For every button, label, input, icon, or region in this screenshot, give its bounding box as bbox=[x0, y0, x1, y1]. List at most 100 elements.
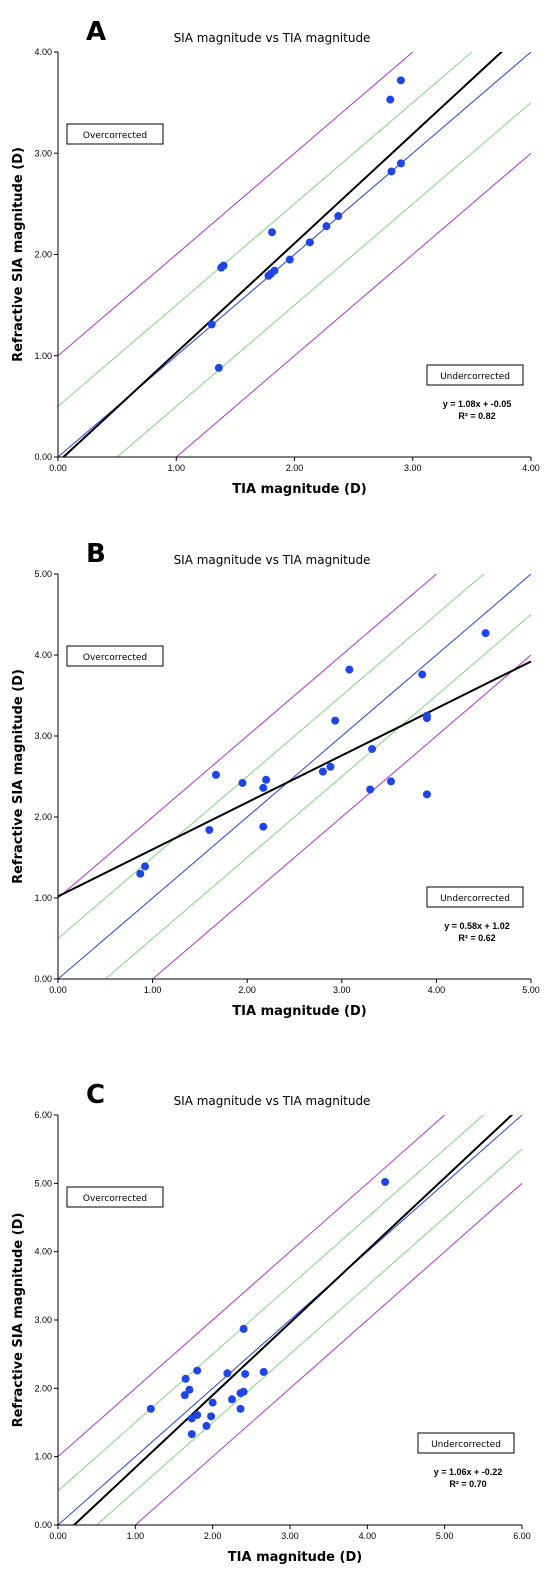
y-tick-label: 6.00 bbox=[34, 1110, 52, 1120]
x-axis-label: TIA magnitude (D) bbox=[228, 1550, 362, 1565]
plot-area bbox=[58, 574, 532, 979]
x-tick-label: 3.00 bbox=[333, 985, 351, 995]
r-squared: R² = 0.62 bbox=[458, 933, 495, 943]
data-point bbox=[141, 862, 150, 871]
regression-line bbox=[72, 1115, 514, 1525]
data-point bbox=[211, 770, 220, 779]
data-point bbox=[181, 1374, 190, 1383]
x-tick-label: 4.00 bbox=[522, 463, 540, 473]
plot-area bbox=[58, 1115, 523, 1525]
data-point bbox=[202, 1421, 211, 1430]
overcorrected-label: Overcorrected bbox=[83, 131, 147, 141]
data-point bbox=[193, 1410, 202, 1419]
data-point bbox=[241, 1369, 250, 1378]
r-squared: R² = 0.82 bbox=[458, 411, 495, 421]
undercorrected-box bbox=[417, 1432, 515, 1454]
data-point bbox=[268, 228, 277, 237]
chart-title: SIA magnitude vs TIA magnitude bbox=[174, 553, 371, 567]
y-tick-label: 0.00 bbox=[34, 974, 52, 984]
data-point bbox=[205, 825, 214, 834]
chart-title: SIA magnitude vs TIA magnitude bbox=[174, 1094, 371, 1108]
panel-letter: C bbox=[86, 1080, 105, 1110]
data-point bbox=[422, 790, 431, 799]
overcorrection-outer-line bbox=[58, 574, 438, 899]
x-tick-label: 1.00 bbox=[127, 1531, 145, 1541]
y-tick-label: 3.00 bbox=[34, 731, 52, 741]
overcorrection-inner-line bbox=[58, 52, 473, 407]
overcorrected-label: Overcorrected bbox=[83, 1194, 147, 1204]
data-point bbox=[207, 320, 216, 329]
undercorrected-label: Undercorrected bbox=[431, 1440, 501, 1450]
panel-letter: B bbox=[86, 539, 106, 569]
data-point bbox=[228, 1395, 236, 1404]
data-point bbox=[214, 363, 223, 372]
x-tick-label: 5.00 bbox=[522, 985, 540, 995]
y-tick-label: 2.00 bbox=[34, 250, 52, 260]
y-tick-label: 2.00 bbox=[34, 1383, 52, 1393]
overcorrected-box bbox=[66, 1186, 164, 1208]
overcorrected-box bbox=[66, 645, 164, 667]
data-point bbox=[193, 1366, 202, 1375]
x-tick-label: 2.00 bbox=[286, 463, 304, 473]
undercorrection-inner-line bbox=[116, 102, 532, 457]
regression-equation: y = 1.06x + -0.22 bbox=[434, 1467, 503, 1477]
data-point bbox=[136, 869, 145, 878]
data-point bbox=[386, 95, 395, 104]
identity-line bbox=[58, 574, 532, 979]
overcorrection-inner-line bbox=[58, 1115, 485, 1492]
y-tick-label: 4.00 bbox=[34, 650, 52, 660]
overcorrection-inner-line bbox=[58, 574, 485, 939]
chart-panel-c: 0.00 1.00 2.00 3.00 4.00 5.00 6.00 0.00 1.00 2.00… bbox=[0, 1060, 549, 1593]
data-point bbox=[259, 822, 268, 831]
y-axis-label: Refractive SIA magnitude (D) bbox=[11, 1213, 26, 1428]
data-point bbox=[146, 1404, 155, 1413]
data-point bbox=[366, 785, 375, 794]
x-tick-label: 4.00 bbox=[359, 1531, 377, 1541]
x-tick-label: 1.00 bbox=[167, 463, 185, 473]
scatter-chart-b: 0.00 1.00 2.00 3.00 4.00 5.00 0.00 1.00 2.00 3.00… bbox=[11, 539, 540, 1019]
data-point bbox=[207, 1412, 216, 1421]
data-point bbox=[259, 1367, 268, 1376]
data-point bbox=[262, 775, 271, 784]
overcorrected-box bbox=[66, 123, 164, 145]
data-point bbox=[326, 762, 335, 771]
regression-equation: y = 1.08x + -0.05 bbox=[443, 399, 512, 409]
plot-area bbox=[58, 52, 532, 457]
data-point bbox=[396, 159, 405, 168]
scatter-chart-a: 0.00 1.00 2.00 3.00 4.00 0.00 1.00 2.00 3.00 4.00… bbox=[11, 17, 540, 497]
data-point bbox=[239, 1387, 248, 1396]
overcorrection-outer-line bbox=[58, 1115, 446, 1458]
y-tick-label: 4.00 bbox=[34, 47, 52, 57]
chart-panel-a: 0.00 1.00 2.00 3.00 4.00 0.00 1.00 2.00 3.00 4.00… bbox=[0, 0, 549, 520]
data-point bbox=[217, 263, 226, 272]
data-point bbox=[481, 629, 490, 638]
x-tick-label: 2.00 bbox=[204, 1531, 222, 1541]
identity-line bbox=[58, 1115, 523, 1525]
y-tick-label: 1.00 bbox=[34, 893, 52, 903]
y-tick-label: 0.00 bbox=[34, 452, 52, 462]
undercorrection-inner-line bbox=[104, 614, 532, 979]
data-point bbox=[238, 778, 247, 787]
x-tick-label: 0.00 bbox=[49, 1531, 67, 1541]
regression-line bbox=[62, 52, 503, 457]
x-tick-label: 2.00 bbox=[238, 985, 256, 995]
data-point bbox=[396, 76, 405, 85]
data-point bbox=[386, 777, 395, 786]
y-tick-label: 1.00 bbox=[34, 1452, 52, 1462]
data-point bbox=[318, 767, 327, 776]
chart-panel-b: 0.00 1.00 2.00 3.00 4.00 5.00 0.00 1.00 2.00 3.00… bbox=[0, 530, 549, 1050]
undercorrected-box bbox=[426, 886, 524, 908]
data-point bbox=[187, 1430, 196, 1439]
data-point bbox=[331, 716, 340, 725]
chart-title: SIA magnitude vs TIA magnitude bbox=[174, 31, 371, 45]
data-point bbox=[387, 167, 396, 176]
data-point bbox=[334, 212, 343, 221]
y-tick-label: 5.00 bbox=[34, 569, 52, 579]
data-point bbox=[185, 1385, 194, 1394]
data-point bbox=[418, 670, 427, 679]
y-axis-label: Refractive SIA magnitude (D) bbox=[11, 669, 26, 884]
y-axis-label: Refractive SIA magnitude (D) bbox=[11, 147, 26, 362]
overcorrection-outer-line bbox=[58, 52, 414, 357]
data-point bbox=[259, 783, 268, 792]
regression-line bbox=[58, 660, 532, 898]
